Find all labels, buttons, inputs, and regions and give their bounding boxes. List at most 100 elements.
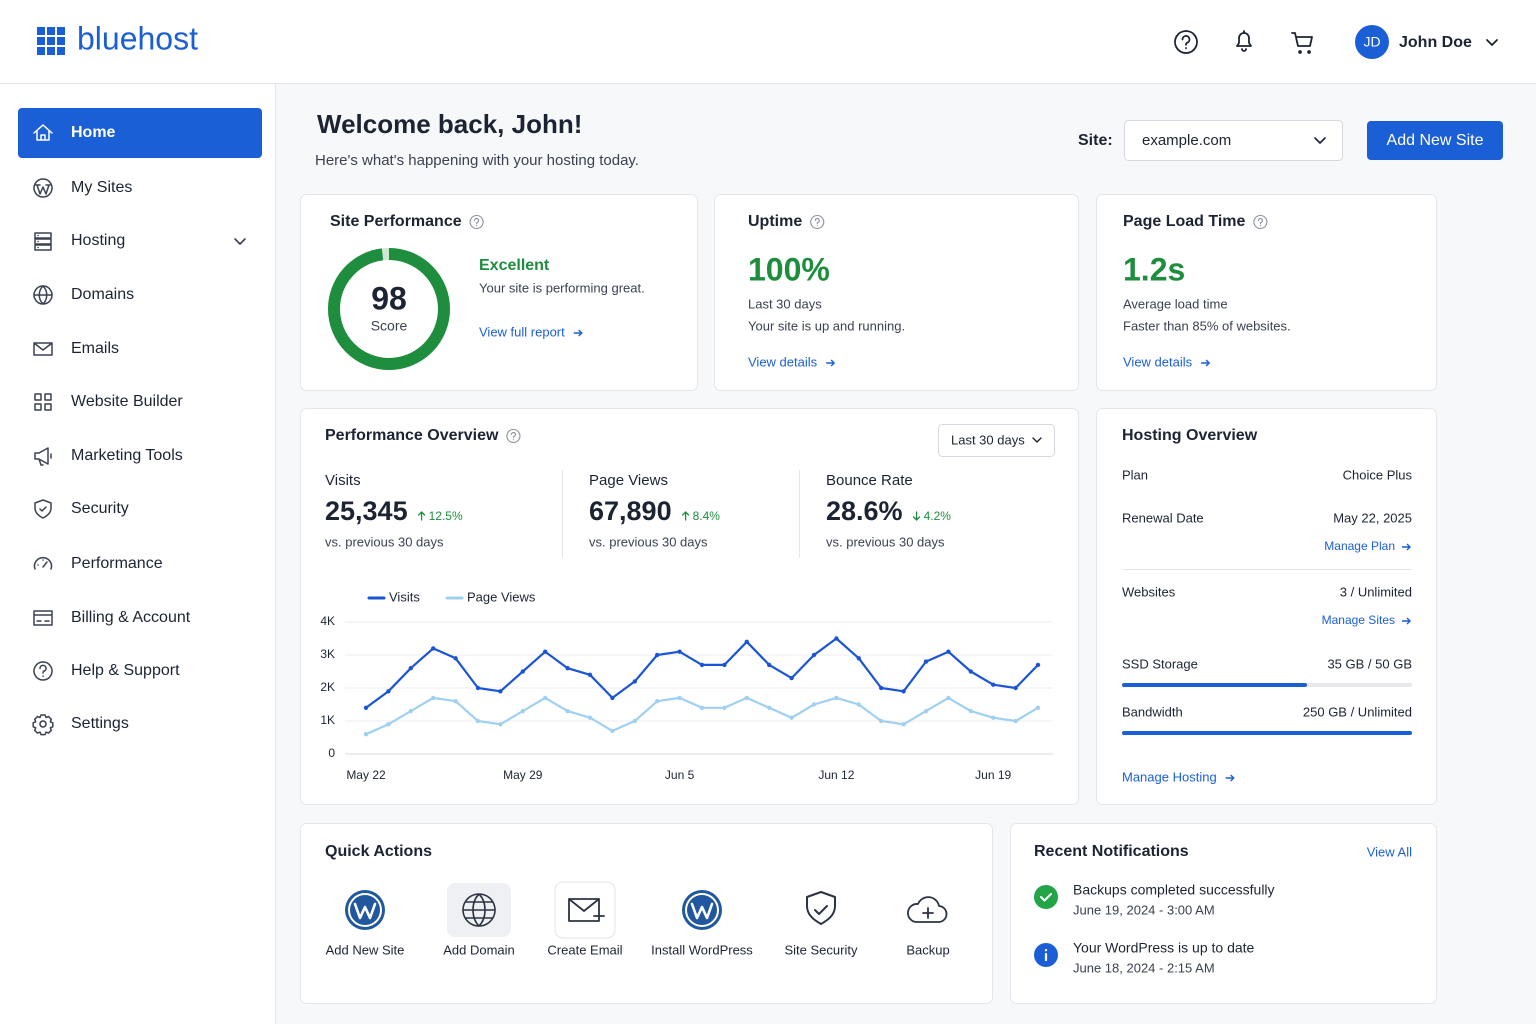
x-tick-label: Jun 12 <box>818 768 854 782</box>
metric-line: Your site is up and running. <box>748 318 905 333</box>
nav-icon <box>33 124 53 141</box>
success-check <box>1040 893 1052 902</box>
metric-change: 12.5% <box>429 509 463 523</box>
user-menu-chevron <box>1486 39 1498 46</box>
nav-chevron <box>234 238 246 245</box>
row-label: Renewal Date <box>1122 510 1204 525</box>
change-arrow <box>912 511 921 521</box>
nav-icon <box>34 499 52 519</box>
metric-change: 4.2% <box>924 509 952 523</box>
site-select-value: example.com <box>1142 132 1231 149</box>
metric-line: Last 30 days <box>748 296 822 311</box>
help-icon <box>1253 214 1268 230</box>
details-link[interactable]: View details <box>1123 354 1193 369</box>
logo-grid <box>57 37 65 45</box>
series-point <box>543 695 548 701</box>
range-chevron <box>1032 437 1042 443</box>
series-point <box>363 732 369 737</box>
nav-item[interactable]: Help & Support <box>71 662 180 679</box>
metric-change: 8.4% <box>693 509 721 523</box>
series-point <box>565 708 570 714</box>
card <box>1010 823 1437 1004</box>
nav-item[interactable]: Domains <box>71 286 134 303</box>
series-point <box>386 722 391 727</box>
action-label[interactable]: Backup <box>906 942 949 957</box>
series-point <box>699 662 705 668</box>
y-tick-label: 1K <box>320 713 335 727</box>
logo-grid <box>37 27 45 35</box>
action-label[interactable]: Create Email <box>547 942 622 957</box>
series-point <box>632 718 637 724</box>
series-point <box>1013 685 1018 691</box>
row-label: Plan <box>1122 467 1148 482</box>
range-select[interactable] <box>938 424 1055 457</box>
row-link[interactable]: Manage Sites <box>1322 613 1395 627</box>
score-value: 98 <box>371 280 407 316</box>
welcome-title: Welcome back, John! <box>317 109 582 139</box>
card <box>1096 408 1437 805</box>
metric-value: 1.2s <box>1123 251 1185 287</box>
site-select[interactable] <box>1124 120 1343 161</box>
logo-grid <box>37 47 45 55</box>
y-tick-label: 4K <box>320 614 335 628</box>
series-point <box>565 666 570 671</box>
y-tick-label: 3K <box>320 647 335 661</box>
view-all-link[interactable]: View All <box>1367 844 1412 859</box>
nav-item[interactable]: Website Builder <box>71 393 183 410</box>
series-point <box>431 695 436 701</box>
series-point <box>520 669 525 674</box>
series-point <box>699 705 705 710</box>
row-label: SSD Storage <box>1122 656 1198 671</box>
nav-item[interactable]: Billing & Account <box>71 609 191 626</box>
add-site-button[interactable] <box>1367 121 1503 160</box>
series-point <box>431 646 436 651</box>
user-name[interactable]: John Doe <box>1399 34 1472 51</box>
card <box>300 194 698 391</box>
hosting-link[interactable]: Manage Hosting <box>1122 769 1217 784</box>
action-label[interactable]: Site Security <box>785 942 858 957</box>
series-point <box>901 689 906 694</box>
row-value: 35 GB / 50 GB <box>1327 656 1412 671</box>
link-arrow <box>826 359 836 367</box>
series-point <box>386 689 391 694</box>
metric-value: 100% <box>748 251 830 287</box>
nav-item[interactable]: Marketing Tools <box>71 447 183 464</box>
series-point <box>363 705 369 710</box>
series-point <box>475 685 481 691</box>
status-description: Your site is performing great. <box>479 280 645 295</box>
nav-item[interactable]: My Sites <box>71 179 132 196</box>
nav-active <box>18 108 262 158</box>
metric-note: vs. previous 30 days <box>325 534 444 549</box>
nav-icon <box>34 232 52 251</box>
series-point <box>744 639 749 644</box>
series-point <box>744 695 749 701</box>
nav-item[interactable]: Performance <box>71 555 163 572</box>
nav-item[interactable]: Settings <box>71 715 129 732</box>
metric-label: Bounce Rate <box>826 472 913 489</box>
card <box>1096 194 1437 391</box>
help-icon <box>810 214 825 230</box>
nav-icon <box>33 342 53 356</box>
series-point <box>767 705 772 710</box>
series-point <box>610 728 615 734</box>
action-label[interactable]: Install WordPress <box>651 942 753 957</box>
change-arrow <box>417 511 426 521</box>
details-link[interactable]: View details <box>748 354 818 369</box>
series-point <box>923 708 929 714</box>
site-label: Site: <box>1078 132 1113 149</box>
series-point <box>587 715 593 720</box>
nav-item[interactable]: Security <box>71 500 129 517</box>
action-label[interactable]: Add Domain <box>443 942 515 957</box>
nav-item[interactable]: Emails <box>71 340 119 357</box>
success-icon <box>1034 885 1058 909</box>
action-label[interactable]: Add New Site <box>326 942 405 957</box>
series-point <box>991 682 996 687</box>
series-point <box>498 689 503 694</box>
nav-item[interactable]: Hosting <box>71 232 125 249</box>
wp-icon-w <box>353 902 377 920</box>
row-value: May 22, 2025 <box>1333 510 1412 525</box>
nav-item[interactable]: Home <box>71 124 116 141</box>
series-point <box>1035 662 1041 668</box>
report-link[interactable]: View full report <box>479 324 565 339</box>
row-link[interactable]: Manage Plan <box>1324 539 1395 553</box>
